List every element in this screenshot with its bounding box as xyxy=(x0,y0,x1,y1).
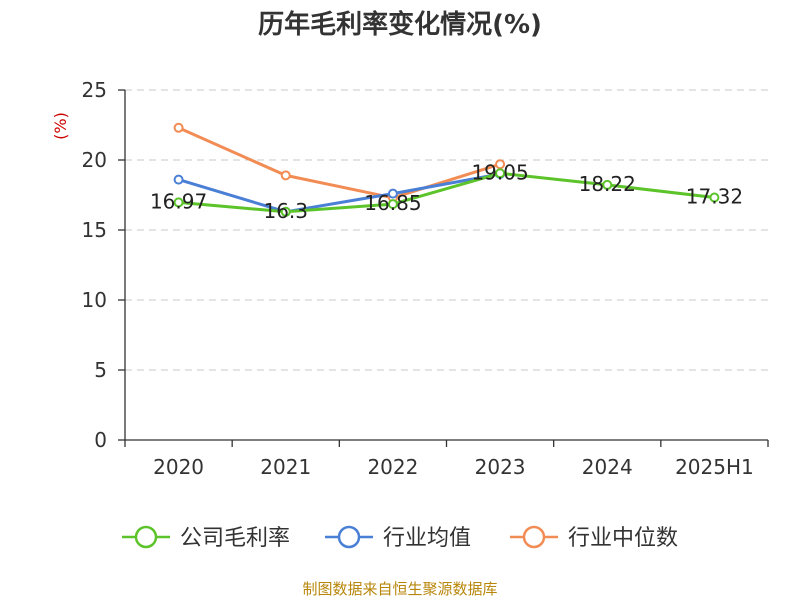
legend-marker xyxy=(522,525,546,549)
legend: 公司毛利率 行业均值 行业中位数 xyxy=(122,525,678,551)
data-label: 18.22 xyxy=(579,172,636,196)
data-label: 16.3 xyxy=(263,199,308,223)
legend-label: 行业中位数 xyxy=(568,526,678,551)
series-2-point xyxy=(495,159,506,170)
series-2-point xyxy=(280,170,291,181)
series-0-point xyxy=(709,192,720,203)
x-tick-label: 2020 xyxy=(153,455,204,479)
y-tick-label: 5 xyxy=(94,358,107,382)
series-0-point xyxy=(387,199,398,210)
legend-marker xyxy=(134,525,158,549)
grid xyxy=(125,89,768,371)
x-tick-label: 2025H1 xyxy=(675,455,754,479)
y-tick-label: 25 xyxy=(82,78,107,102)
y-tick-label: 0 xyxy=(94,428,107,452)
chart-title: 历年毛利率变化情况(%) xyxy=(258,9,542,40)
series-0-point xyxy=(280,206,291,217)
axes: 0 5 10 15 20 25 2020 2021 2022 2023 2024 2025H1 xyxy=(82,78,769,479)
series-0-point xyxy=(495,168,506,179)
series-0-point xyxy=(173,197,184,208)
y-tick-label: 20 xyxy=(82,148,107,172)
series-line-0 xyxy=(178,171,715,214)
x-tick-label: 2021 xyxy=(260,455,311,479)
series-line-1 xyxy=(178,172,501,214)
data-label: 16.97 xyxy=(150,189,207,213)
x-tick-label: 2023 xyxy=(475,455,526,479)
series-1-point xyxy=(173,174,184,185)
series-line-2 xyxy=(177,126,501,200)
legend-label: 公司毛利率 xyxy=(180,526,290,551)
y-axis-unit: (%) xyxy=(51,112,70,140)
y-tick-label: 15 xyxy=(82,218,107,242)
data-label: 17.32 xyxy=(686,185,743,209)
source-note: 制图数据来自恒生聚源数据库 xyxy=(302,580,497,598)
series-1-point xyxy=(387,188,398,199)
data-label: 19.05 xyxy=(471,160,528,184)
series-2-point xyxy=(173,122,184,133)
data-label: 16.85 xyxy=(364,191,421,215)
data-labels: 16.97 16.3 16.85 19.05 18.22 17.32 xyxy=(150,160,743,223)
y-tick-label: 10 xyxy=(82,288,107,312)
series-0-point xyxy=(602,179,613,190)
x-tick-label: 2022 xyxy=(367,455,418,479)
x-tick-label: 2024 xyxy=(582,455,633,479)
series-layer xyxy=(173,122,720,217)
legend-marker xyxy=(337,525,361,549)
legend-label: 行业均值 xyxy=(383,526,471,551)
